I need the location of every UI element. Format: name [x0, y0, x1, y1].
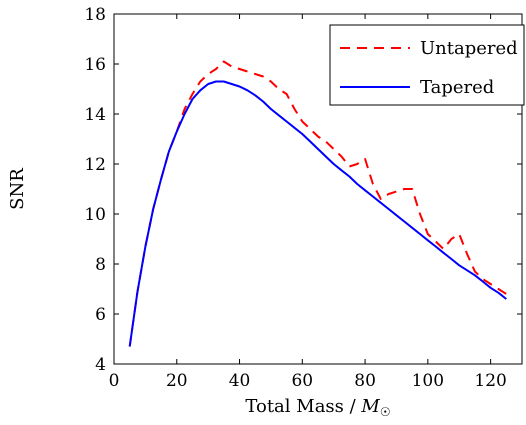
x-axis-label-symbol: M	[360, 396, 380, 417]
y-tick-label: 10	[84, 205, 106, 225]
series-line-tapered	[128, 80, 507, 347]
legend-label-tapered: Tapered	[420, 77, 494, 98]
plot-frame	[113, 13, 523, 365]
series-lines	[128, 60, 507, 347]
y-tick-label: 8	[95, 255, 106, 275]
x-tick-label: 120	[474, 371, 506, 391]
y-axis-label: SNR	[7, 168, 28, 210]
y-tick-label: 18	[84, 5, 106, 25]
legend: Untapered Tapered	[329, 24, 525, 106]
y-tick-label: 16	[84, 55, 106, 75]
x-tick-label: 0	[109, 371, 120, 391]
series-line-untapered	[128, 60, 507, 347]
x-axis-label-subscript: ☉	[380, 405, 391, 419]
y-tick-label: 14	[84, 105, 106, 125]
x-tick-label: 20	[166, 371, 188, 391]
x-tick-label: 40	[229, 371, 251, 391]
y-tick-label: 12	[84, 155, 106, 175]
legend-box	[329, 24, 525, 106]
tick-labels: 0 20 40 60 80 100 120 4 6 8 10 12 14 16 18	[84, 5, 506, 391]
x-tick-label: 60	[291, 371, 313, 391]
y-tick-label: 4	[95, 355, 106, 375]
y-tick-label: 6	[95, 305, 106, 325]
x-tick-label: 100	[412, 371, 444, 391]
legend-label-untapered: Untapered	[420, 38, 518, 59]
x-tick-label: 80	[354, 371, 376, 391]
x-axis-label: Total Mass / M☉	[245, 396, 390, 419]
x-axis-label-prefix: Total Mass /	[245, 396, 361, 417]
